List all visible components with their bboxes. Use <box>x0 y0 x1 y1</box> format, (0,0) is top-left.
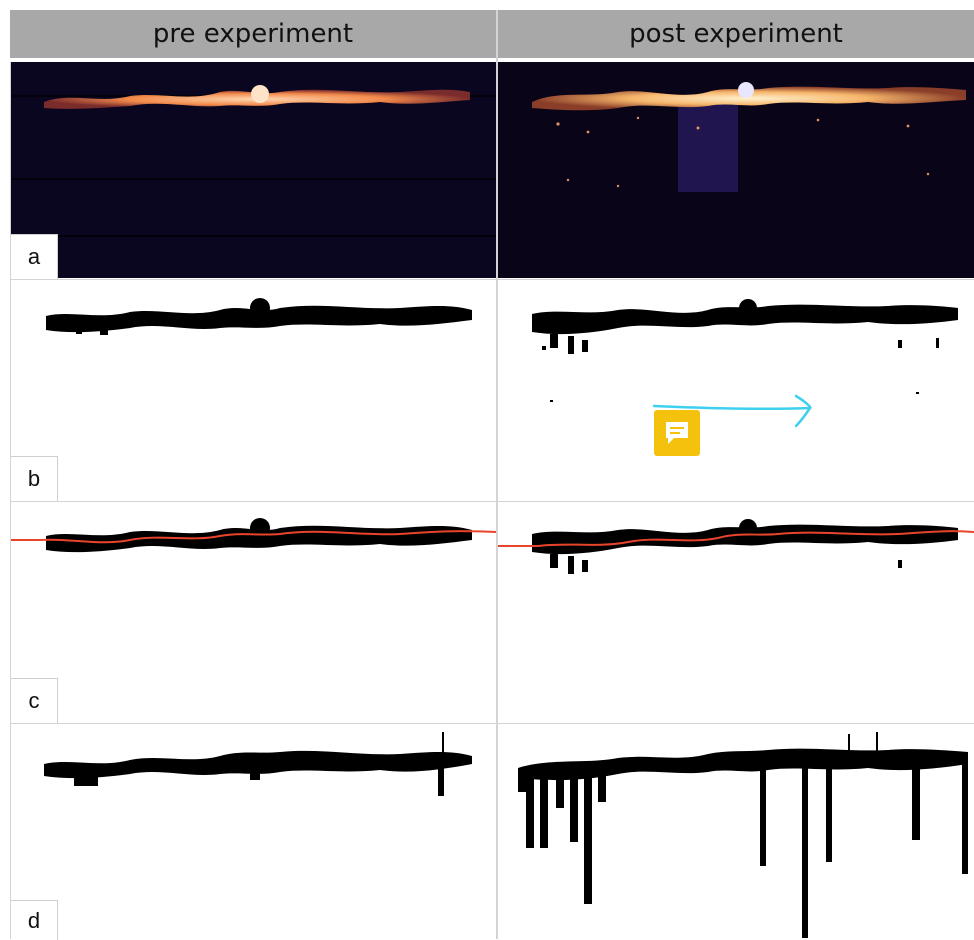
column-header-post: post experiment <box>498 10 974 58</box>
profile-pre-svg <box>44 732 472 796</box>
row-label-b: b <box>11 456 58 501</box>
panel-b-pre-binary <box>10 280 496 500</box>
panel-c-pre-centerline <box>10 502 496 722</box>
divider-column <box>496 10 498 939</box>
binary-pre-svg <box>46 298 472 335</box>
panel-c-post-centerline <box>498 502 974 722</box>
profile-post-svg <box>518 732 968 938</box>
divider-row-b-c <box>10 501 974 502</box>
row-label-a: a <box>11 234 58 279</box>
comment-icon[interactable] <box>654 410 700 456</box>
row-label-d: d <box>11 900 58 940</box>
panel-d-post-profile <box>498 724 974 939</box>
column-header-pre: pre experiment <box>10 10 496 58</box>
binary-post-svg <box>532 299 958 402</box>
arrow-annotation-icon <box>652 394 812 428</box>
panel-a-post-image <box>498 62 974 278</box>
panel-b-post-binary <box>498 280 974 500</box>
fluorescent-pre-svg <box>10 62 496 278</box>
divider-row-a-b <box>10 279 974 280</box>
fluorescent-post-svg <box>498 62 974 278</box>
centerline-post-svg <box>498 519 974 574</box>
row-label-c: c <box>11 678 58 723</box>
divider-left <box>10 62 11 939</box>
centerline-pre-svg <box>10 518 496 553</box>
panel-d-pre-profile <box>10 724 496 939</box>
divider-row-c-d <box>10 723 974 724</box>
panel-a-pre-image <box>10 62 496 278</box>
comment-bubble-svg <box>666 422 688 444</box>
